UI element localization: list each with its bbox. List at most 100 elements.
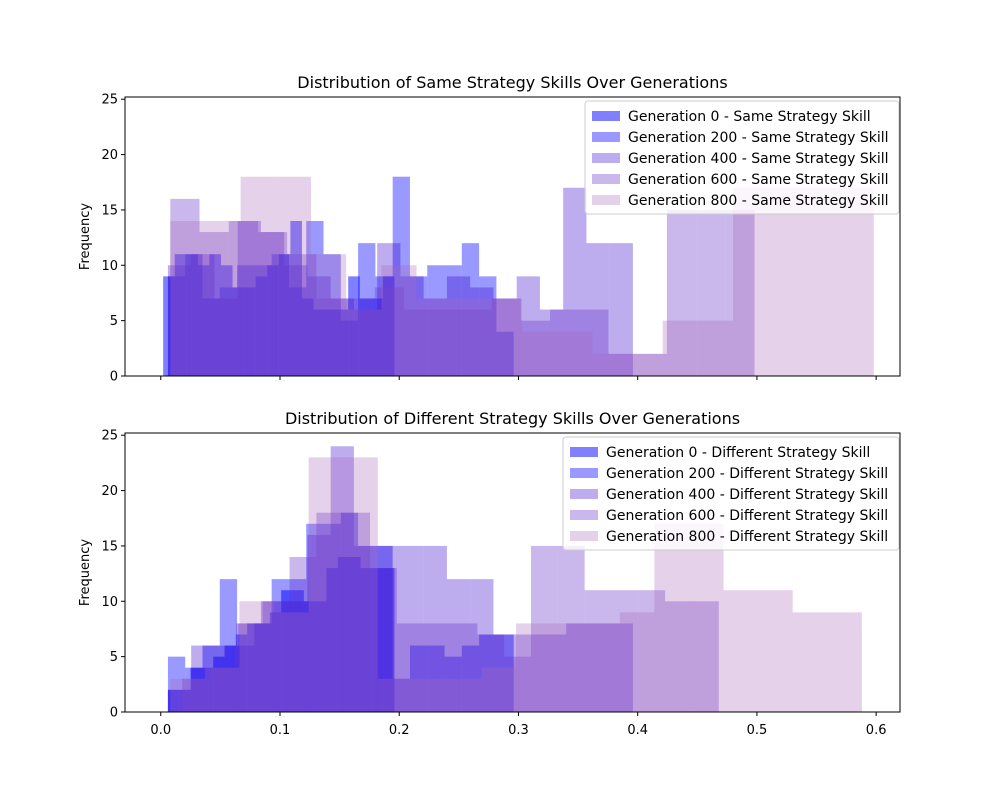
bar (190, 667, 202, 712)
bar (301, 298, 314, 376)
ticks-different-strategy: 0 5 10 15 20 25 0.0 0.1 0.2 0.3 0.4 0.5 0.6 (101, 429, 886, 738)
bar (170, 221, 206, 376)
bar (792, 612, 828, 712)
y-tick-label: 20 (101, 148, 118, 163)
y-axis-label-different-strategy: Frequency (78, 539, 93, 606)
bar (323, 523, 341, 712)
bar (723, 590, 759, 712)
bar (274, 612, 309, 712)
bar (204, 667, 240, 712)
bar (491, 298, 521, 376)
bar (392, 176, 410, 376)
bar (353, 309, 378, 376)
bar (358, 243, 376, 376)
bar (838, 187, 874, 376)
bar (470, 287, 494, 376)
y-tick-label: 0 (110, 370, 118, 385)
bar (409, 276, 428, 376)
plot-frame-same-strategy (124, 96, 901, 377)
bar (613, 623, 633, 712)
bar (346, 309, 382, 376)
bar (446, 579, 471, 712)
bar (359, 298, 372, 376)
bar (267, 265, 279, 376)
legend-swatch (570, 531, 598, 541)
legend-label: Generation 0 - Different Strategy Skill (606, 445, 870, 461)
legend-label: Generation 800 - Same Strategy Skill (628, 193, 889, 209)
x-tick-label: 0.6 (866, 723, 887, 738)
bar (688, 523, 724, 712)
bar (167, 689, 180, 712)
legend-box (584, 100, 900, 215)
bar (255, 276, 268, 376)
bar (315, 601, 327, 712)
bar (260, 601, 285, 712)
bar (392, 678, 410, 712)
legend-swatch (592, 195, 620, 205)
bar (348, 276, 360, 376)
bar (316, 298, 346, 376)
bar (427, 265, 445, 376)
bar (396, 623, 424, 712)
bar (247, 623, 259, 712)
bar (662, 320, 698, 376)
bar (308, 457, 344, 712)
bar (340, 320, 359, 376)
legend-same-strategy: Generation 0 - Same Strategy Skill Genera… (584, 100, 900, 215)
bar (340, 512, 359, 712)
bar (240, 176, 276, 376)
bar (377, 678, 413, 712)
x-tick-label: 0.5 (747, 723, 768, 738)
legend-label: Generation 400 - Same Strategy Skill (628, 151, 889, 167)
bar (303, 601, 316, 712)
bar (288, 579, 307, 712)
bar (627, 353, 663, 376)
ticks-same-strategy: 0 5 10 15 20 25 (101, 93, 877, 385)
bar (235, 634, 248, 712)
bar (284, 265, 308, 376)
bar (224, 645, 236, 712)
series-3-same-strategy (167, 187, 633, 376)
series-1-different-strategy (167, 557, 395, 712)
bar (479, 276, 497, 376)
bar (444, 265, 462, 376)
bar (219, 579, 238, 712)
bar (167, 276, 186, 376)
bar (306, 221, 324, 376)
bar (330, 298, 354, 376)
legend-label: Generation 200 - Same Strategy Skill (628, 130, 889, 146)
bar (336, 309, 349, 376)
bar (202, 298, 220, 376)
bar (214, 298, 238, 376)
bar (496, 634, 514, 712)
bar (167, 689, 192, 712)
bar (611, 590, 639, 712)
bar (201, 667, 214, 712)
bar (214, 645, 238, 712)
bars-same-strategy (163, 176, 874, 376)
bar (423, 298, 447, 376)
y-tick-label: 0 (110, 706, 118, 721)
bar (213, 656, 225, 712)
bar (182, 678, 210, 712)
bar (522, 331, 558, 376)
bar (209, 254, 221, 376)
bar (326, 568, 338, 712)
y-tick-label: 5 (110, 650, 118, 665)
bar (343, 457, 378, 712)
bar (185, 254, 203, 376)
bar (374, 287, 404, 376)
legend-swatch (570, 510, 598, 520)
bar (313, 309, 326, 376)
legend-swatch (570, 489, 598, 499)
y-tick-label: 15 (101, 203, 118, 218)
bar (353, 545, 378, 712)
series-2-same-strategy (167, 176, 514, 376)
y-tick-label: 5 (110, 314, 118, 329)
bar (288, 287, 307, 376)
bar (239, 601, 275, 712)
bar (325, 309, 337, 376)
bar (257, 232, 288, 376)
chart-title-different-strategy: Distribution of Different Strategy Skill… (285, 409, 740, 428)
x-tick-label: 0.4 (627, 723, 648, 738)
